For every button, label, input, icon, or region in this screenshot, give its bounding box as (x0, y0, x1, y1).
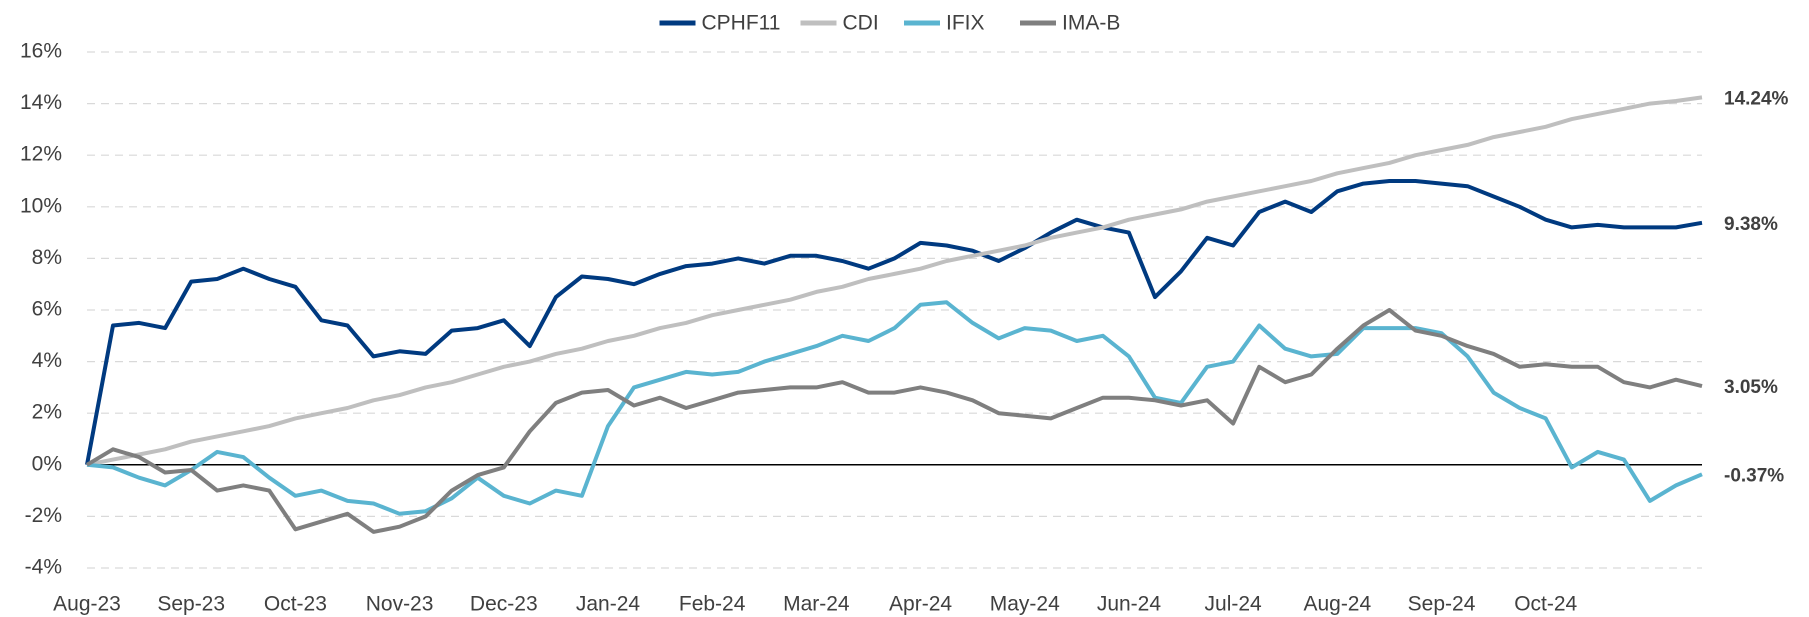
x-tick-label: Sep-24 (1408, 593, 1476, 616)
x-tick-label: Sep-23 (157, 593, 225, 616)
y-tick-label: 14% (20, 91, 62, 114)
end-label: 14.24% (1724, 88, 1789, 109)
y-tick-label: 12% (20, 143, 62, 166)
x-tick-label: Oct-24 (1514, 593, 1577, 616)
x-tick-label: May-24 (990, 593, 1060, 616)
x-tick-label: Jun-24 (1097, 593, 1162, 616)
x-tick-label: Jul-24 (1205, 593, 1263, 616)
legend-label: IFIX (946, 12, 985, 35)
y-tick-label: -2% (25, 504, 62, 527)
legend-label: CPHF11 (702, 12, 781, 35)
x-tick-label: Apr-24 (889, 593, 952, 616)
x-tick-label: Mar-24 (783, 593, 850, 616)
y-tick-label: 2% (32, 401, 62, 424)
series-line (85, 179, 1703, 466)
end-label: -0.37% (1724, 465, 1784, 486)
y-tick-label: 10% (20, 194, 62, 217)
end-label: 3.05% (1724, 377, 1778, 398)
series-line (85, 308, 1703, 534)
x-tick-label: Feb-24 (679, 593, 746, 616)
x-tick-label: Aug-24 (1303, 593, 1371, 616)
x-tick-label: Jan-24 (576, 593, 641, 616)
x-tick-label: Oct-23 (264, 593, 327, 616)
y-tick-label: 0% (32, 452, 62, 475)
x-tick-label: Nov-23 (366, 593, 434, 616)
series-line (86, 95, 1703, 467)
x-tick-label: Aug-23 (53, 593, 121, 616)
y-tick-label: 8% (32, 246, 62, 269)
legend-label: CDI (843, 12, 879, 35)
y-tick-label: -4% (25, 556, 62, 579)
legend-label: IMA-B (1062, 12, 1120, 35)
y-tick-label: 6% (32, 298, 62, 321)
series-line (86, 300, 1703, 516)
end-label: 9.38% (1724, 214, 1778, 235)
y-tick-label: 16% (20, 40, 62, 63)
y-tick-label: 4% (32, 349, 62, 372)
x-tick-label: Dec-23 (470, 593, 538, 616)
